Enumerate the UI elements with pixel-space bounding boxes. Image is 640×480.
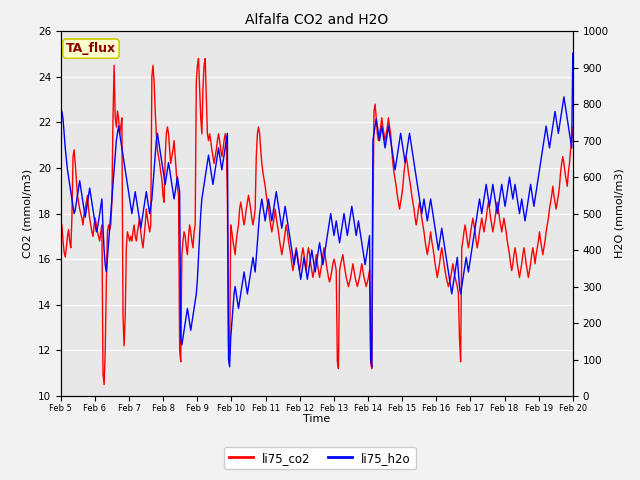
Title: Alfalfa CO2 and H2O: Alfalfa CO2 and H2O	[245, 13, 388, 27]
Y-axis label: H2O (mmol/m3): H2O (mmol/m3)	[614, 169, 624, 258]
Text: TA_flux: TA_flux	[66, 42, 116, 55]
Legend: li75_co2, li75_h2o: li75_co2, li75_h2o	[224, 447, 416, 469]
X-axis label: Time: Time	[303, 414, 330, 424]
Y-axis label: CO2 (mmol/m3): CO2 (mmol/m3)	[22, 169, 32, 258]
